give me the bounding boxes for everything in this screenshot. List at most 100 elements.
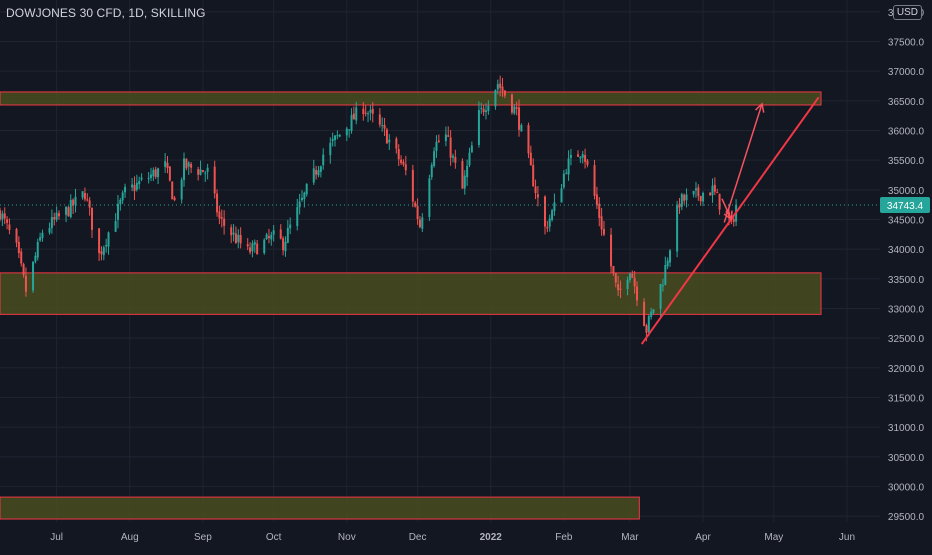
x-tick-label: Nov [338, 532, 356, 543]
candle-body [444, 134, 447, 142]
candle-body [246, 244, 249, 247]
candle-body [534, 186, 537, 194]
candle-body [284, 241, 287, 252]
candle-body [480, 107, 483, 109]
candle-body [173, 197, 176, 201]
candle-body [164, 161, 167, 167]
candle-body [234, 233, 237, 244]
y-tick-label: 35000.0 [888, 186, 925, 197]
trend-line [640, 96, 820, 345]
x-tick-label: Mar [621, 532, 639, 543]
candle-body [584, 155, 587, 162]
candle-body [149, 174, 152, 178]
candle-body [626, 279, 629, 290]
candle-body [553, 202, 556, 211]
candle-body [565, 172, 568, 174]
candle-body [147, 177, 150, 179]
candle-body [520, 124, 523, 132]
candle-body [102, 247, 105, 256]
candle-body [213, 166, 216, 194]
candle-body [449, 137, 452, 158]
y-tick-label: 37000.0 [888, 67, 925, 78]
candle-body [199, 169, 202, 175]
candle-body [107, 232, 110, 247]
candle-body [223, 218, 226, 226]
candle-body [560, 188, 563, 203]
candle-body [647, 316, 650, 333]
candle-body [635, 286, 638, 301]
x-tick-label: Aug [121, 532, 139, 543]
candle-body [133, 185, 136, 192]
candle-body [664, 265, 667, 285]
candle-body [515, 107, 518, 109]
candle-body [338, 134, 341, 137]
candle-body [463, 175, 466, 189]
price-tag-label: 34743.4 [887, 201, 924, 212]
candle-body [685, 194, 688, 201]
price-tag [880, 197, 930, 214]
candle-body [628, 273, 631, 281]
candle-body [416, 206, 419, 220]
candle-body [666, 260, 669, 267]
candle-body [482, 108, 485, 113]
candle-body [633, 278, 636, 287]
candle-body [74, 196, 77, 205]
candle-body [579, 156, 582, 159]
candle-body [140, 177, 143, 180]
candle-body [381, 124, 384, 126]
candle-body [652, 309, 655, 313]
candle-body [477, 110, 480, 145]
candle-body [336, 135, 339, 137]
y-tick-label: 31000.0 [888, 423, 925, 434]
candle-body [645, 325, 648, 333]
candle-body [183, 158, 186, 180]
candle-body [397, 148, 400, 160]
candle-body [317, 170, 320, 176]
candle-body [536, 194, 539, 198]
candle-body [447, 135, 450, 137]
candle-body [331, 138, 334, 142]
candle-body [166, 162, 169, 168]
candle-body [529, 152, 532, 166]
candle-body [345, 128, 348, 136]
candle-body [600, 216, 603, 230]
y-tick-label: 37500.0 [888, 38, 925, 49]
candle-body [595, 194, 598, 206]
candle-body [433, 151, 436, 166]
candle-body [180, 179, 183, 200]
candle-body [501, 86, 504, 92]
candle-body [39, 237, 42, 241]
candle-body [348, 129, 351, 131]
candle-body [88, 200, 91, 208]
candle-body [298, 201, 301, 208]
candle-body [678, 203, 681, 208]
x-tick-label: Feb [555, 532, 573, 543]
candle-body [201, 170, 204, 173]
candle-body [91, 207, 94, 230]
x-tick-label: Dec [409, 532, 427, 543]
currency-button[interactable]: USD [892, 5, 922, 20]
candle-body [8, 224, 11, 231]
candle-body [1, 213, 4, 220]
candle-body [187, 162, 190, 167]
x-tick-label: Jul [50, 532, 63, 543]
candle-body [334, 135, 337, 141]
candle-body [319, 166, 322, 172]
candle-body [718, 193, 721, 210]
candle-body [272, 230, 275, 235]
candle-body [496, 84, 499, 90]
candle-body [499, 83, 502, 88]
candle-body [428, 178, 431, 217]
candle-body [676, 205, 679, 252]
candle-body [352, 113, 355, 120]
candle-body [369, 109, 372, 113]
candle-body [610, 234, 613, 267]
candle-body [418, 219, 421, 228]
y-tick-label: 36000.0 [888, 127, 925, 138]
candle-body [702, 192, 705, 202]
candle-body [402, 161, 405, 165]
candle-body [121, 192, 124, 201]
candle-body [6, 219, 9, 223]
